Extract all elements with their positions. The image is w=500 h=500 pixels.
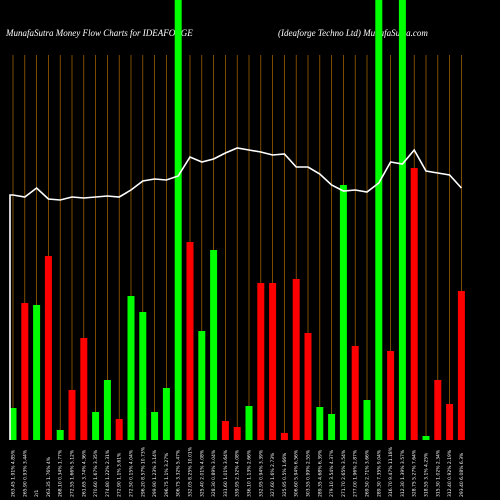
x-tick-label: 263.35 1.76% 4% — [46, 456, 52, 497]
bar — [162, 388, 170, 440]
x-tick-label: 318.55 3.1% 4.25% — [424, 452, 430, 497]
bar — [434, 380, 442, 440]
bar — [292, 279, 300, 440]
x-tick-label: 289.30 7.35% 9.04% — [376, 449, 382, 497]
bar — [139, 312, 147, 440]
chart-title: MunafaSutra Money Flow Charts for IDEAFO… — [5, 28, 193, 38]
x-tick-label: 327.60 1.6% 2.73% — [270, 452, 276, 497]
bar — [151, 412, 159, 440]
x-tick-label: 293.40 6.08% 6.3% — [459, 452, 465, 497]
x-tick-label: 306.75 3.32% 5.47% — [176, 449, 182, 497]
bar — [9, 408, 17, 440]
bar — [21, 303, 29, 440]
x-tick-label: 339.95 2.52% 4.08% — [235, 449, 241, 497]
bar — [33, 305, 41, 440]
bar — [446, 404, 454, 440]
x-tick-label: 271.70 2.65% 3.54% — [341, 449, 347, 497]
x-tick-label: 306.60 5.94% 6.56% — [294, 449, 300, 497]
bar — [221, 421, 229, 440]
bar — [280, 433, 288, 440]
bar — [186, 242, 194, 440]
x-tick-label: 274.80 1.22% 2.31% — [105, 449, 111, 497]
bar — [257, 283, 265, 440]
bar — [387, 351, 395, 440]
bar — [80, 338, 88, 440]
bar — [115, 419, 123, 440]
x-tick-label: 299.90 1.23% 3.14% — [152, 449, 158, 497]
x-tick-label: 272.50 0.15% 4.04% — [129, 449, 135, 497]
bar — [269, 283, 277, 440]
x-tick-label: 296.20 8.57% 10.73% — [140, 446, 146, 497]
bar — [410, 168, 418, 440]
x-tick-label: 269.50 2.71% 3.66% — [365, 449, 371, 497]
x-tick-label: 328.75 5.27% 7.64% — [412, 449, 418, 497]
bar — [422, 436, 430, 440]
bar — [68, 390, 76, 440]
x-tick-label: 279.10 3.54% 4.37% — [329, 449, 335, 497]
chart-subtitle: (Ideaforge Techno Ltd) MunafaSutra.com — [278, 28, 428, 38]
bar — [44, 256, 52, 440]
bar — [316, 407, 324, 440]
x-tick-label: 270.60 1.67% 3.35% — [93, 449, 99, 497]
x-tick-label: 316.70 9.47% 11.18% — [388, 446, 394, 497]
x-tick-label: 315.30 1.02% 2.34% — [435, 449, 441, 497]
x-tick-label: 332.95 0.94% 3.39% — [258, 449, 264, 497]
x-tick-label: 303.55 0.99% 2.55% — [306, 449, 312, 497]
x-tick-label: 272.90 1.1% 3.61% — [117, 452, 123, 497]
x-tick-label: 336.10 1.13% 2.66% — [247, 449, 253, 497]
bar — [56, 430, 64, 440]
bar — [245, 406, 253, 440]
x-tick-label: 332.05 8.25% 10.01% — [188, 446, 194, 497]
x-tick-label: 2/1 — [34, 490, 40, 497]
x-tick-label: 261.65 3.74% 4.36% — [81, 449, 87, 497]
x-tick-label: 263.45 1.91% 4.85% — [11, 449, 17, 497]
x-tick-label: 277.00 1.96% 2.87% — [353, 449, 359, 497]
x-tick-label: 325.40 2.01% 4.08% — [199, 449, 205, 497]
bar — [92, 412, 100, 440]
x-tick-label: 325.95 0.5% 1.66% — [282, 452, 288, 497]
x-tick-label: 328.30 0.89% 3.04% — [211, 449, 217, 497]
bar — [328, 414, 336, 440]
bar — [233, 427, 241, 440]
bar — [304, 333, 312, 440]
x-tick-label: 296.75 1.1% 3.27% — [164, 452, 170, 497]
bar — [198, 331, 206, 440]
x-tick-label: 312.30 1.39% 3.57% — [400, 449, 406, 497]
bar — [174, 0, 182, 440]
x-tick-label: 289.35 4.68% 6.39% — [317, 449, 323, 497]
bar — [339, 185, 347, 440]
price-line — [9, 147, 462, 440]
bar — [375, 0, 383, 440]
bar — [103, 380, 111, 440]
x-tick-label: 272.55 1.66% 5.12% — [70, 449, 76, 497]
bar — [398, 0, 406, 440]
x-tick-label: 268.10 0.34% 1.77% — [58, 449, 64, 497]
bar — [351, 346, 359, 440]
x-tick-label: 265.90 0.93% 3.44% — [22, 449, 28, 497]
bar — [363, 400, 371, 440]
x-tick-label: 331.60 1.01% 3.64% — [223, 449, 229, 497]
x-tick-label: 312.40 0.92% 2.19% — [447, 449, 453, 497]
bar — [210, 250, 218, 440]
bar — [457, 291, 465, 440]
bar — [127, 296, 135, 440]
